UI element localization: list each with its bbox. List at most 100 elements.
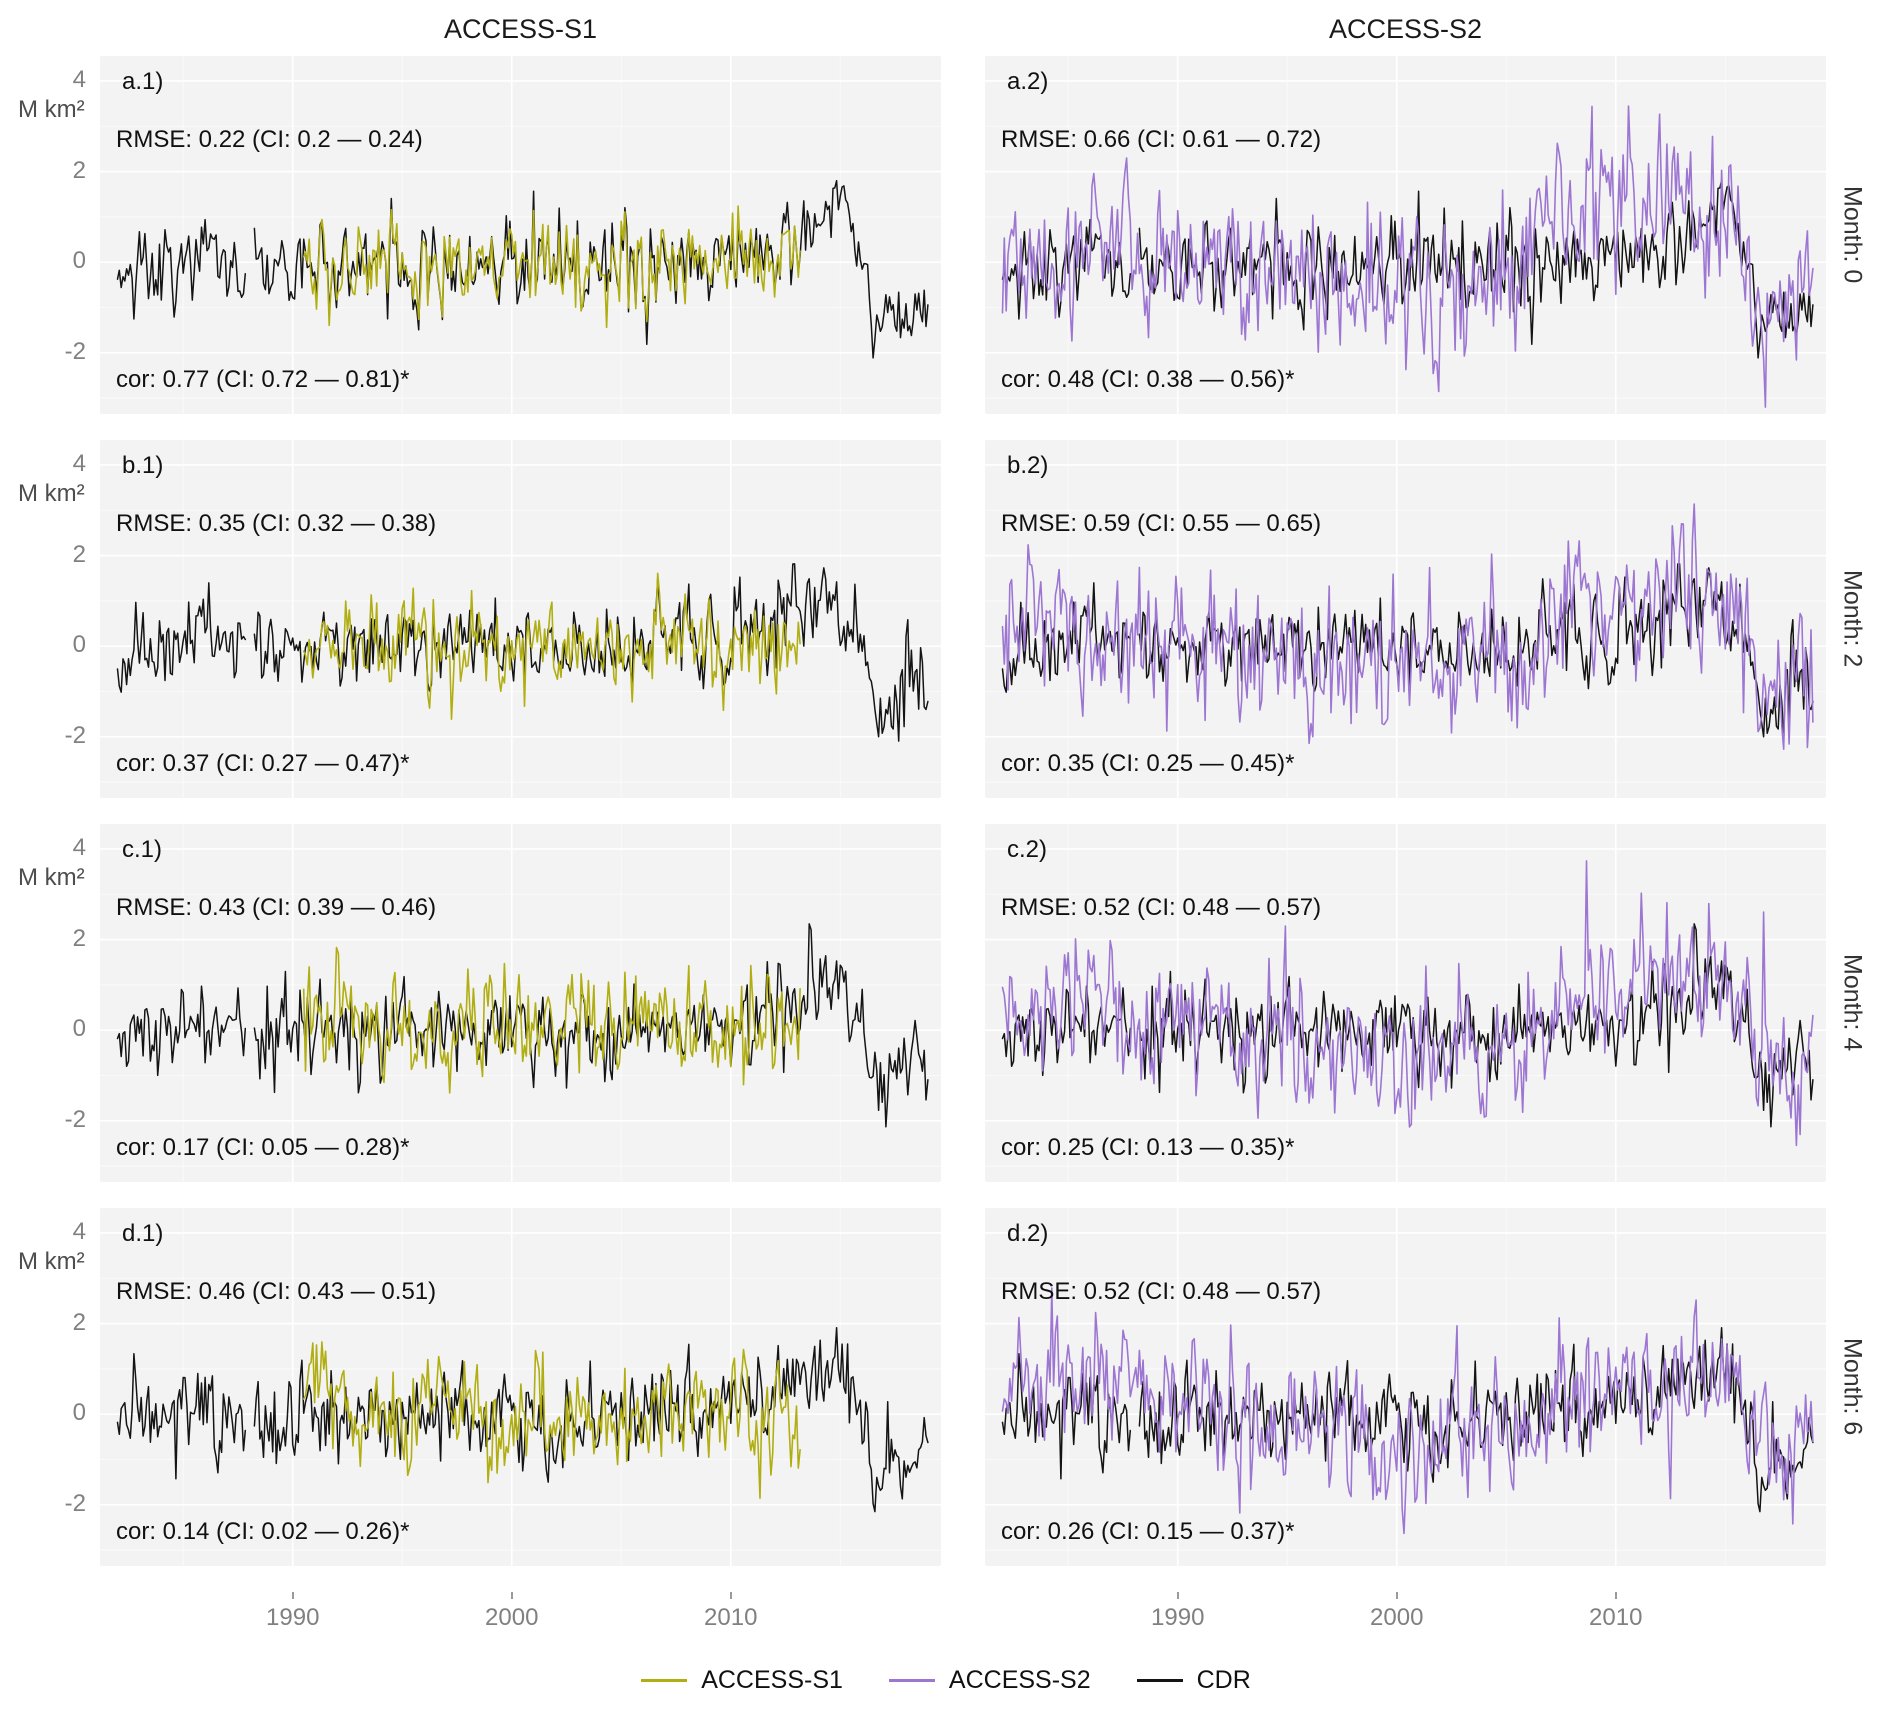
access-s2-line: [1001, 1287, 1814, 1535]
spacer: [941, 824, 985, 1182]
x-tick-label: 2000: [1370, 1604, 1424, 1631]
cdr-line: [1001, 1326, 1814, 1513]
panel-b1: b.1) RMSE: 0.35 (CI: 0.32 — 0.38) cor: 0.3…: [100, 440, 941, 798]
column-titles: ACCESS-S1 ACCESS-S2: [14, 8, 1878, 56]
cor-annotation: cor: 0.48 (CI: 0.38 — 0.56)*: [1001, 366, 1295, 393]
spacer: [1826, 1592, 1878, 1638]
access-s2-line: [1001, 503, 1814, 751]
y-tick-label: 0: [72, 631, 86, 659]
y-tick-label: -2: [64, 337, 86, 365]
panel-plot: [100, 56, 941, 414]
y-tick-label: 4: [72, 449, 86, 477]
legend: ACCESS-S1 ACCESS-S2 CDR: [14, 1656, 1878, 1704]
access-s1-line: [302, 572, 801, 721]
y-tick-label: 0: [72, 1399, 86, 1427]
spacer: [941, 1592, 985, 1638]
cor-annotation: cor: 0.35 (CI: 0.25 — 0.45)*: [1001, 750, 1295, 777]
panel-plot: [100, 824, 941, 1182]
access-s1-line: [302, 946, 801, 1094]
legend-item-access-s2: ACCESS-S2: [888, 1665, 1091, 1695]
x-axis-left: 1990 2000 2010: [100, 1592, 941, 1638]
panel-a2: a.2) RMSE: 0.66 (CI: 0.61 — 0.72) cor: 0.4…: [985, 56, 1826, 414]
spacer: [14, 8, 100, 56]
access-s2-line: [1001, 105, 1814, 408]
cor-annotation: cor: 0.77 (CI: 0.72 — 0.81)*: [116, 366, 410, 393]
y-tick-label: -2: [64, 1105, 86, 1133]
rmse-annotation: RMSE: 0.35 (CI: 0.32 — 0.38): [116, 510, 437, 537]
y-tick-label: 2: [72, 540, 86, 568]
cdr-line: [116, 563, 929, 742]
rmse-annotation: RMSE: 0.66 (CI: 0.61 — 0.72): [1001, 126, 1322, 153]
panel-plot: [985, 824, 1826, 1182]
legend-label-cdr: CDR: [1196, 1665, 1251, 1694]
spacer: [941, 440, 985, 798]
facet-strip: Month: 4: [1826, 824, 1878, 1182]
y-tick-label: 2: [72, 156, 86, 184]
panel-a1: a.1) RMSE: 0.22 (CI: 0.2 — 0.24) cor: 0.77…: [100, 56, 941, 414]
rmse-annotation: RMSE: 0.59 (CI: 0.55 — 0.65): [1001, 510, 1322, 537]
facet-strip: Month: 0: [1826, 56, 1878, 414]
access-s1-line: [302, 1341, 801, 1500]
x-tick-mark: [291, 1592, 294, 1599]
y-tick-label: 4: [72, 833, 86, 861]
access-s1-line-swatch: [641, 1678, 688, 1682]
x-tick-label: 1990: [1151, 1604, 1205, 1631]
rmse-annotation: RMSE: 0.43 (CI: 0.39 — 0.46): [116, 894, 437, 921]
facet-strip: Month: 6: [1826, 1208, 1878, 1566]
cdr-line: [116, 179, 929, 359]
cor-annotation: cor: 0.17 (CI: 0.05 — 0.28)*: [116, 1134, 410, 1161]
x-tick-mark: [1395, 1592, 1398, 1599]
spacer: [941, 8, 985, 56]
y-tick-label: 4: [72, 65, 86, 93]
panel-plot: [100, 440, 941, 798]
y-tick-label: -2: [64, 1489, 86, 1517]
x-tick-label: 1990: [266, 1604, 320, 1631]
x-axis-right: 1990 2000 2010: [985, 1592, 1826, 1638]
x-tick-label: 2010: [704, 1604, 758, 1631]
y-axis-labels: -2 0 2 4 M km²: [14, 824, 100, 1182]
panel-d1: d.1) RMSE: 0.46 (CI: 0.43 — 0.51) cor: 0.1…: [100, 1208, 941, 1566]
x-tick-mark: [1176, 1592, 1179, 1599]
panel-id: d.2): [1007, 1220, 1049, 1247]
access-s1-line: [302, 205, 801, 329]
spacer: [941, 1208, 985, 1566]
panel-id: b.1): [122, 452, 164, 479]
panel-row-3: -2 0 2 4 M km² c.1) RMSE: 0.43 (CI: 0.39 — 0.4…: [14, 824, 1878, 1182]
panel-id: c.1): [122, 836, 163, 863]
panel-plot: [985, 56, 1826, 414]
spacer: [1826, 8, 1878, 56]
facet-strip-label: Month: 2: [1838, 570, 1867, 668]
panel-d2: d.2) RMSE: 0.52 (CI: 0.48 — 0.57) cor: 0.2…: [985, 1208, 1826, 1566]
panel-plot: [985, 440, 1826, 798]
y-tick-label: 2: [72, 1308, 86, 1336]
panel-id: a.2): [1007, 68, 1049, 95]
y-tick-label: 0: [72, 247, 86, 275]
rmse-annotation: RMSE: 0.22 (CI: 0.2 — 0.24): [116, 126, 423, 153]
access-s2-line: [1001, 860, 1814, 1147]
y-axis-labels: -2 0 2 4 M km²: [14, 440, 100, 798]
x-tick-mark: [729, 1592, 732, 1599]
panel-b2: b.2) RMSE: 0.59 (CI: 0.55 — 0.65) cor: 0.3…: [985, 440, 1826, 798]
panel-c1: c.1) RMSE: 0.43 (CI: 0.39 — 0.46) cor: 0.1…: [100, 824, 941, 1182]
cdr-line: [116, 1326, 929, 1513]
legend-label-access-s1: ACCESS-S1: [701, 1665, 843, 1694]
panel-id: c.2): [1007, 836, 1048, 863]
panel-plot: [100, 1208, 941, 1566]
y-axis-labels: -2 0 2 4 M km²: [14, 56, 100, 414]
cor-annotation: cor: 0.37 (CI: 0.27 — 0.47)*: [116, 750, 410, 777]
y-tick-label: -2: [64, 721, 86, 749]
column-title-access-s2: ACCESS-S2: [1328, 14, 1483, 44]
panel-plot: [985, 1208, 1826, 1566]
x-tick-mark: [510, 1592, 513, 1599]
spacer: [14, 1592, 100, 1638]
y-tick-label: 2: [72, 924, 86, 952]
spacer: [941, 56, 985, 414]
panel-id: d.1): [122, 1220, 164, 1247]
facet-strip-label: Month: 4: [1838, 954, 1867, 1052]
legend-label-access-s2: ACCESS-S2: [948, 1665, 1091, 1694]
y-axis-labels: -2 0 2 4 M km²: [14, 1208, 100, 1566]
panel-id: a.1): [122, 68, 164, 95]
y-tick-label: 0: [72, 1015, 86, 1043]
facet-strip-label: Month: 6: [1838, 1338, 1867, 1436]
